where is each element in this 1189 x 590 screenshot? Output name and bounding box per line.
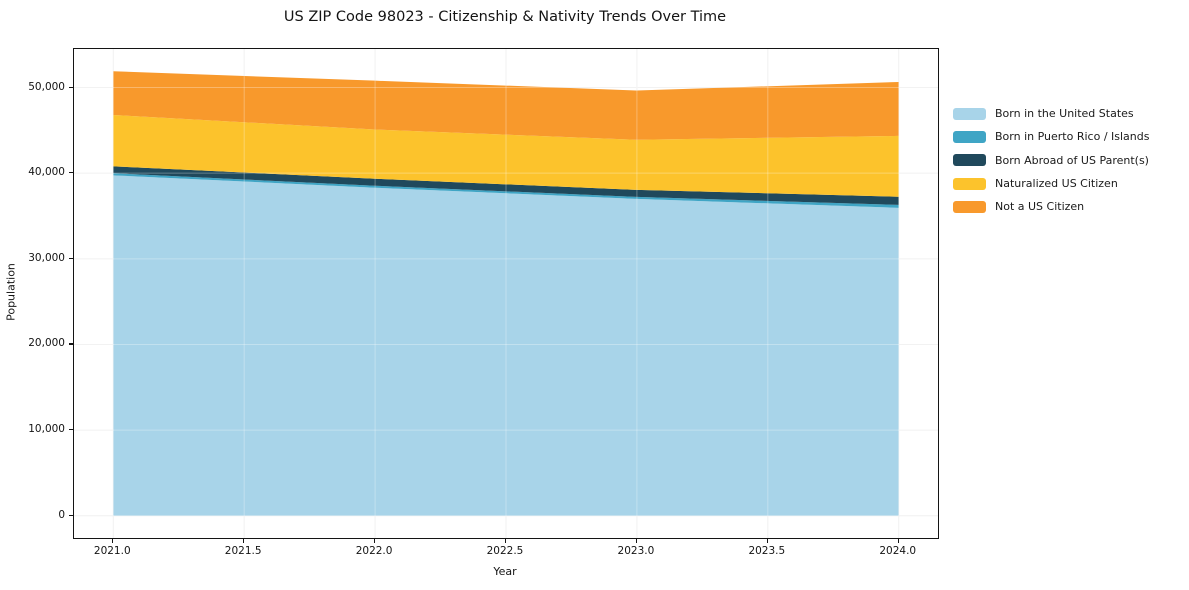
legend-swatch-icon: [953, 177, 986, 190]
stacked-area-chart: [74, 49, 938, 538]
x-tick-mark: [635, 539, 638, 543]
legend-item: Not a US Citizen: [953, 195, 1149, 218]
x-axis-label: Year: [493, 565, 517, 578]
x-tick-label: 2021.0: [93, 545, 131, 557]
area-series: [113, 71, 899, 140]
legend-item: Born in the United States: [953, 102, 1149, 125]
legend-label: Naturalized US Citizen: [995, 177, 1118, 191]
legend: Born in the United States Born in Puerto …: [953, 102, 1149, 218]
y-axis-label: Population: [4, 263, 18, 321]
y-tick-label: 20,000: [28, 337, 65, 350]
y-tick-label: 40,000: [28, 166, 65, 179]
x-tick-label: 2023.0: [617, 545, 655, 557]
area-series: [113, 173, 899, 208]
y-tick-mark: [69, 429, 73, 431]
area-series: [113, 114, 899, 197]
legend-swatch-icon: [953, 154, 986, 167]
x-tick-mark: [897, 539, 899, 543]
legend-label: Born in Puerto Rico / Islands: [995, 130, 1150, 144]
area-series: [113, 175, 899, 516]
y-tick-label: 50,000: [28, 80, 65, 93]
legend-swatch-icon: [953, 107, 986, 120]
x-tick-mark: [505, 539, 507, 543]
area-series: [113, 166, 899, 205]
x-tick-mark: [766, 539, 768, 543]
y-tick-label: 30,000: [28, 251, 65, 264]
x-tick-label: 2022.5: [486, 545, 524, 557]
legend-swatch-icon: [953, 130, 986, 143]
legend-item: Born in Puerto Rico / Islands: [953, 125, 1149, 148]
y-tick-label: 10,000: [28, 423, 65, 436]
y-tick-mark: [69, 172, 73, 174]
x-tick-mark: [243, 539, 245, 543]
legend-item: Born Abroad of US Parent(s): [953, 149, 1149, 172]
x-tick-label: 2024.0: [879, 545, 917, 557]
x-tick-mark: [112, 539, 114, 543]
legend-label: Born Abroad of US Parent(s): [995, 153, 1149, 167]
x-tick-label: 2022.0: [355, 545, 393, 557]
y-tick-mark: [69, 86, 73, 88]
legend-label: Not a US Citizen: [995, 200, 1085, 214]
y-tick-label: 0: [58, 508, 65, 521]
y-tick-mark: [69, 257, 73, 259]
x-tick-mark: [374, 539, 376, 543]
chart-title: US ZIP Code 98023 - Citizenship & Nativi…: [283, 9, 727, 25]
plot-area: [73, 48, 939, 539]
x-tick-label: 2021.5: [224, 545, 262, 557]
y-tick-mark: [69, 343, 73, 345]
legend-item: Naturalized US Citizen: [953, 172, 1149, 195]
x-tick-label: 2023.5: [748, 545, 786, 557]
legend-swatch-icon: [953, 200, 986, 213]
legend-label: Born in the United States: [995, 107, 1134, 121]
y-tick-mark: [69, 514, 73, 516]
